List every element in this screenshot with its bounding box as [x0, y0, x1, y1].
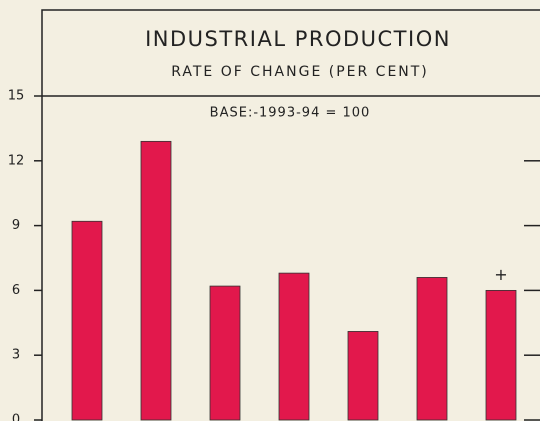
y-tick-label: 3 [12, 348, 20, 363]
bar [416, 277, 448, 421]
chart-title: INDUSTRIAL PRODUCTION [145, 27, 451, 51]
bar [485, 289, 517, 421]
bar [209, 285, 241, 421]
bar [278, 272, 310, 421]
y-tick-label: 0 [12, 413, 20, 421]
bar-note: + [494, 265, 507, 284]
y-tick-label: 12 [8, 153, 25, 168]
chart-subtitle: RATE OF CHANGE (PER CENT) [171, 64, 429, 80]
y-tick-label: 9 [12, 218, 20, 233]
y-tick-label: 15 [8, 89, 25, 104]
frame [41, 9, 540, 421]
bar [71, 220, 103, 421]
base-note: BASE:-1993-94 = 100 [210, 106, 371, 121]
bar [347, 331, 379, 421]
y-tick-label: 6 [12, 283, 20, 298]
bar [140, 140, 172, 421]
